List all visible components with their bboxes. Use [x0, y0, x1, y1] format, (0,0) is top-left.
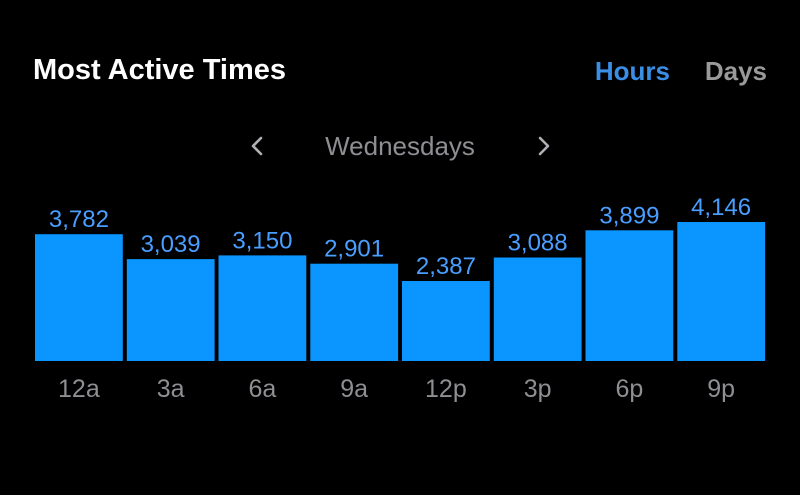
previous-day-button[interactable] — [244, 132, 272, 160]
x-tick-label: 9a — [340, 375, 368, 403]
bar-value-label: 2,387 — [416, 253, 476, 280]
x-tick-label: 3p — [524, 375, 552, 403]
bar-value-label: 3,899 — [599, 202, 659, 229]
day-label: Wednesdays — [325, 131, 475, 161]
x-tick-label: 9p — [707, 375, 735, 403]
x-tick-label: 6p — [615, 375, 643, 403]
bar-12a[interactable] — [35, 234, 123, 361]
bar-6p[interactable] — [585, 230, 674, 361]
activity-bar-chart: 3,782 12a 3,039 3a 3,150 6a 2,901 9a 2,387 12p 3,0… — [35, 194, 766, 403]
x-tick-label: 3a — [157, 375, 185, 403]
bar-value-label: 3,088 — [508, 230, 568, 257]
days-toggle[interactable]: Days — [704, 56, 767, 86]
bar-6a[interactable] — [218, 255, 307, 361]
bar-3p[interactable] — [493, 257, 582, 362]
chevron-right-icon — [538, 136, 550, 156]
chart-title: Most Active Times — [33, 54, 287, 86]
bar-3a[interactable] — [126, 259, 215, 361]
x-tick-label: 12p — [425, 375, 467, 403]
bar-value-label: 4,146 — [691, 194, 751, 221]
bar-value-label: 3,150 — [232, 227, 292, 254]
x-tick-label: 12a — [58, 375, 100, 403]
chevron-left-icon — [251, 136, 263, 156]
bar-9p[interactable] — [677, 222, 766, 361]
bar-value-label: 2,901 — [324, 236, 384, 263]
bar-9a[interactable] — [310, 263, 399, 361]
bar-value-label: 3,782 — [49, 206, 109, 233]
day-navigator: Wednesdays — [0, 128, 800, 164]
bar-12p[interactable] — [402, 281, 490, 361]
hours-toggle[interactable]: Hours — [594, 56, 670, 86]
next-day-button[interactable] — [529, 132, 557, 160]
bar-value-label: 3,039 — [141, 231, 201, 258]
x-tick-label: 6a — [248, 375, 276, 403]
